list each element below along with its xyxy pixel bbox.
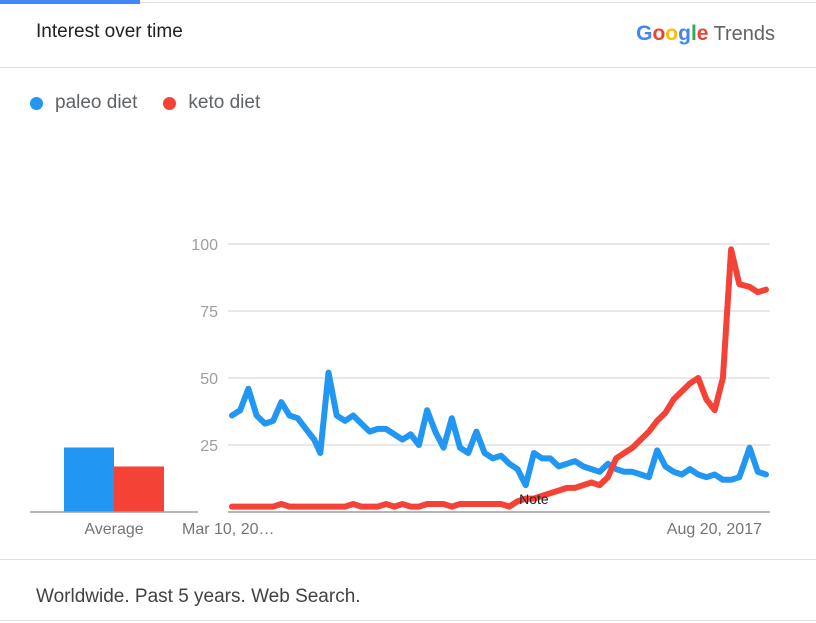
card-header: Interest over time Google Trends <box>0 4 816 67</box>
x-tick-label: Mar 10, 20… <box>182 521 274 538</box>
footer-caption: Worldwide. Past 5 years. Web Search. <box>36 586 361 607</box>
interest-over-time-chart[interactable]: 100 75 50 25 Average Note Mar 10, 20… Aug 20, 2… <box>0 220 816 550</box>
legend-label: paleo diet <box>55 92 138 113</box>
legend-swatch <box>163 96 177 110</box>
legend-item-keto-diet[interactable]: keto diet <box>163 92 260 114</box>
brand-letter: e <box>696 22 709 45</box>
brand-letter: g <box>678 22 691 45</box>
chart-title: Interest over time <box>36 21 183 42</box>
brand-letter: G <box>636 22 653 45</box>
brand-letter: o <box>652 22 666 45</box>
legend-swatch <box>30 96 43 110</box>
top-accent-bar <box>0 0 140 4</box>
y-tick-label: 100 <box>191 237 218 254</box>
trends-wordmark: Trends <box>713 23 775 45</box>
legend-label: keto diet <box>188 92 261 113</box>
chart-area: 100 75 50 25 Average Note Mar 10, 20… Aug 20, 2… <box>0 220 816 550</box>
header-divider <box>0 67 816 68</box>
google-wordmark: Google <box>636 22 708 45</box>
brand-letter: l <box>690 22 697 45</box>
y-tick-label: 25 <box>200 438 218 455</box>
brand-letter: o <box>665 22 679 45</box>
y-tick-label: 75 <box>200 304 218 321</box>
average-bar-paleo-diet <box>64 447 114 512</box>
average-bar-keto-diet <box>114 466 164 512</box>
footer-divider <box>0 559 816 560</box>
series-line-keto-diet <box>229 246 769 510</box>
google-trends-logo[interactable]: Google Trends <box>636 22 775 46</box>
y-tick-label: 50 <box>200 371 218 388</box>
chart-legend: paleo diet keto diet <box>30 92 286 114</box>
x-tick-label: Aug 20, 2017 <box>667 521 762 538</box>
top-divider <box>140 2 816 3</box>
note-annotation: Note <box>519 491 549 507</box>
bottom-divider <box>0 620 816 621</box>
legend-item-paleo-diet[interactable]: paleo diet <box>30 92 137 114</box>
average-label: Average <box>84 521 143 538</box>
series-line-paleo-diet <box>229 369 769 489</box>
